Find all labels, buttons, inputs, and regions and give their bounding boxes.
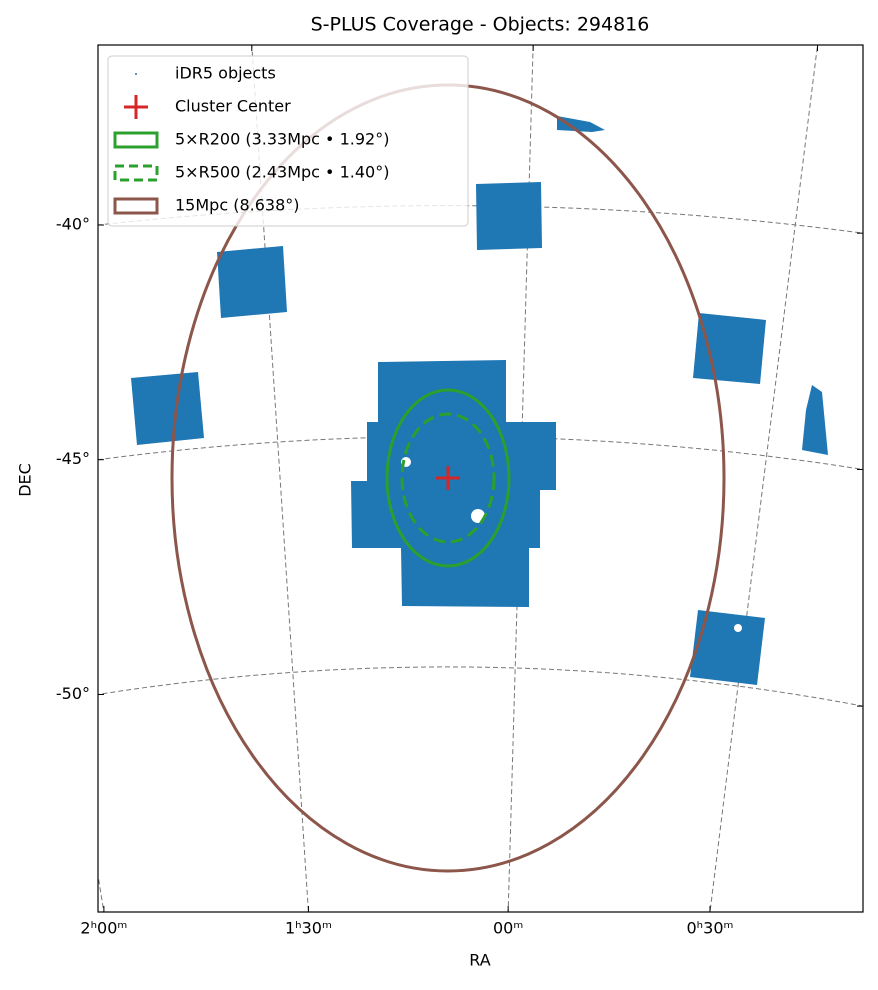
footprint [802,385,828,455]
legend-marker [135,73,137,75]
y-tick-label: -40° [56,215,90,234]
legend-label: iDR5 objects [175,64,276,83]
footprint [131,372,204,445]
y-tick-label: -50° [56,684,90,703]
legend-label: 15Mpc (8.638°) [175,196,300,215]
plot-frame [97,44,864,913]
x-tick-label: 00ᵐ [493,919,523,938]
footprint [693,313,766,384]
legend-marker [113,164,159,182]
legend-label: 5×R500 (2.43Mpc • 1.40°) [175,163,389,182]
x-axis-label: RA [469,951,490,970]
circle-r500 [400,412,496,544]
cluster-center [436,466,460,490]
legend-marker [113,131,159,149]
legend-marker [124,95,148,119]
footprint [690,610,765,685]
y-tick-label: -45° [56,449,90,468]
y-axis-label: DEC [16,463,35,497]
footprint [217,246,287,318]
grid-line [251,45,309,912]
ticks: -40° -45° -50° 2ʰ00ᵐ 1ʰ30ᵐ 00ᵐ 0ʰ30ᵐ [56,45,863,938]
legend-box [107,55,469,227]
footprint [476,182,542,250]
x-tick-label: 1ʰ30ᵐ [285,919,332,938]
chart-title: S-PLUS Coverage - Objects: 294816 [311,14,650,36]
legend-label: 5×R200 (3.33Mpc • 1.92°) [175,130,389,149]
circle-r200 [385,388,511,568]
legend: iDR5 objects Cluster Center 5×R200 (3.33Mp… [107,55,469,227]
footprint [557,116,605,132]
x-tick-label: 2ʰ00ᵐ [80,919,127,938]
x-tick-label: 0ʰ30ᵐ [686,919,733,938]
legend-marker [113,197,159,215]
legend-label: Cluster Center [175,97,291,116]
